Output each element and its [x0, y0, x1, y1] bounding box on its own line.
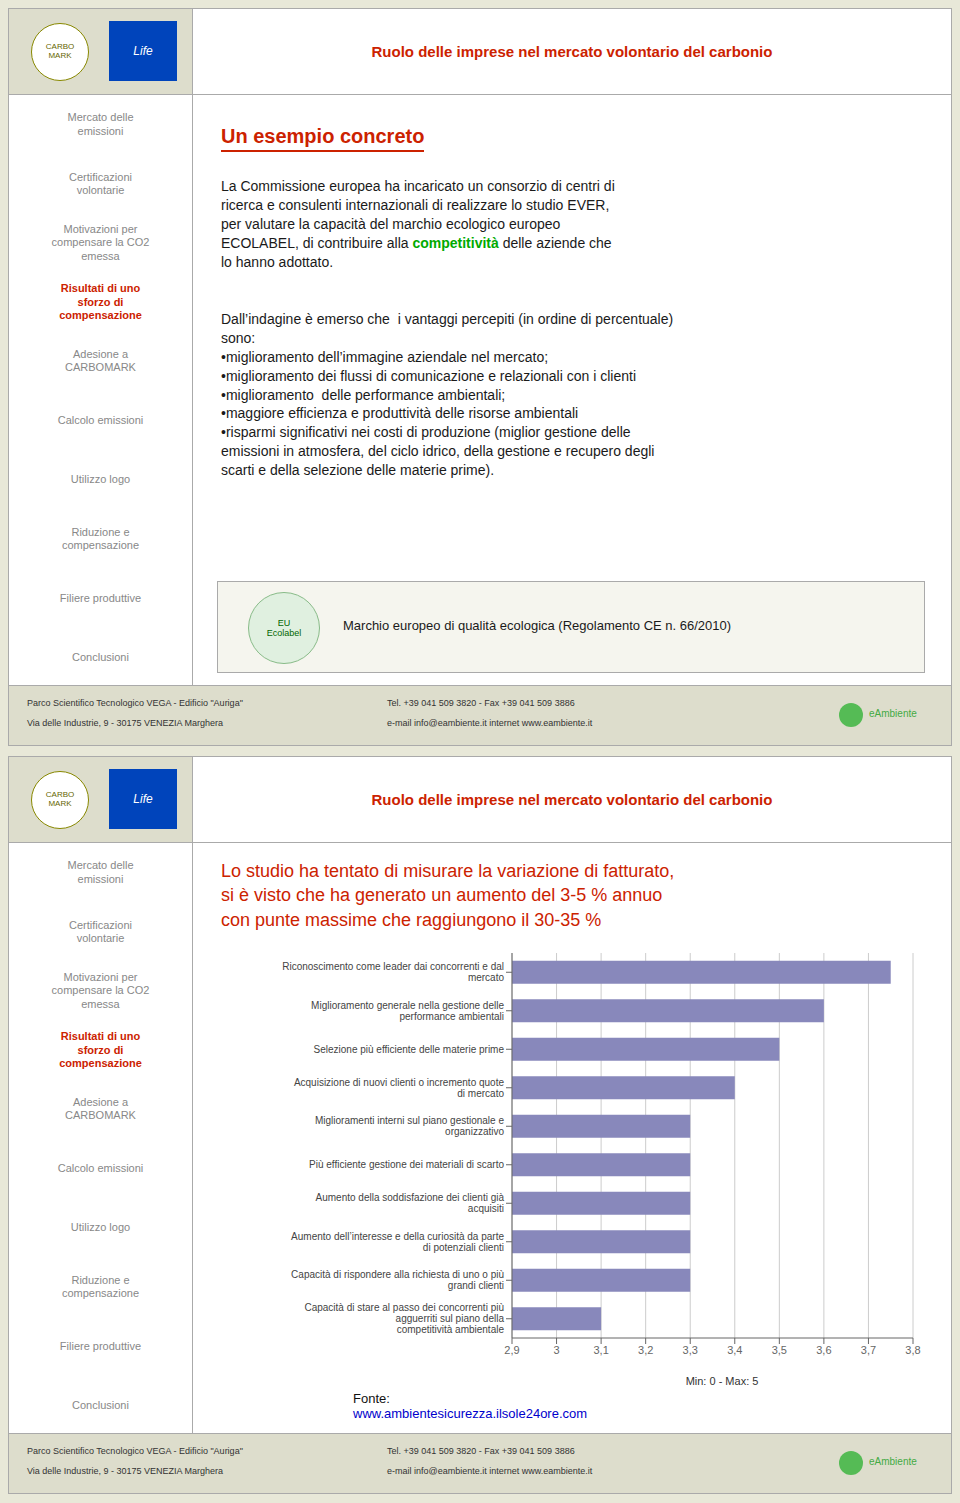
html-text:La Commissione europea ha inca: La Commissione europea ha incaricato un … [221, 178, 615, 251]
svg-text:Aumento della soddisfazione de: Aumento della soddisfazione dei clienti … [316, 1192, 505, 1214]
html-text:Fonte:: Fonte: [353, 1391, 390, 1406]
html-text:Life: Life [133, 792, 153, 806]
svg-text:3,7: 3,7 [861, 1344, 876, 1356]
html-text:Parco Scientifico Tecnologico: Parco Scientifico Tecnologico VEGA - Edi… [27, 1446, 243, 1456]
html-text:Tel. +39 041 509 3820 - Fax +3: Tel. +39 041 509 3820 - Fax +39 041 509 … [387, 1446, 575, 1456]
html-text:Lo studio ha tentato di misura: Lo studio ha tentato di misurare la vari… [221, 861, 675, 930]
html-text:Parco Scientifico Tecnologico: Parco Scientifico Tecnologico VEGA - Edi… [27, 698, 243, 708]
svg-text:Selezione più efficiente delle: Selezione più efficiente delle materie p… [314, 1044, 505, 1055]
html-text:Marchio europeo di qualità eco: Marchio europeo di qualità ecologica (Re… [343, 618, 732, 633]
html-text:Via delle Industrie, 9 - 30175: Via delle Industrie, 9 - 30175 VENEZIA M… [27, 718, 223, 728]
html-text:Motivazioni per compensare la: Motivazioni per compensare la CO2 emessa [51, 971, 150, 1010]
html-text:CARBO MARK: CARBO MARK [45, 42, 75, 60]
html-text:Life: Life [133, 44, 153, 58]
html-text:Certificazioni volontarie: Certificazioni volontarie [69, 170, 132, 196]
html-text:Riduzione e compensazione: Riduzione e compensazione [62, 525, 139, 551]
html-text:e-mail info@eambiente.it inter: e-mail info@eambiente.it internet www.ea… [387, 1466, 593, 1476]
html-text:Mercato delle emissioni: Mercato delle emissioni [67, 859, 134, 885]
svg-text:Capacità di stare al passo dei: Capacità di stare al passo dei concorren… [304, 1302, 504, 1335]
html-text:lo hanno adottato.: lo hanno adottato. [221, 253, 334, 270]
html-text:Adesione a CARBOMARK: Adesione a CARBOMARK [65, 348, 136, 374]
svg-text:3,8: 3,8 [905, 1344, 920, 1356]
svg-text:Miglioramenti interni sul pian: Miglioramenti interni sul piano gestiona… [315, 1115, 504, 1137]
html-text:Tel. +39 041 509 3820 - Fax +3: Tel. +39 041 509 3820 - Fax +39 041 509 … [387, 698, 575, 708]
html-text:www.ambientesicurezza.ilsole24: www.ambientesicurezza.ilsole24ore.com [353, 1406, 588, 1421]
html-text:Motivazioni per compensare la: Motivazioni per compensare la CO2 emessa [51, 223, 150, 262]
html-text:Riduzione e compensazione: Riduzione e compensazione [62, 1273, 139, 1299]
html-text:Conclusioni: Conclusioni [72, 1398, 129, 1411]
svg-text:2,9: 2,9 [504, 1344, 519, 1356]
html-text:Ruolo delle imprese nel mercat: Ruolo delle imprese nel mercato volontar… [371, 43, 773, 60]
html-text:Certificazioni volontarie: Certificazioni volontarie [69, 918, 132, 944]
html-text:Calcolo emissioni: Calcolo emissioni [57, 1161, 144, 1174]
svg-text:Miglioramento generale nella g: Miglioramento generale nella gestione de… [311, 1000, 504, 1022]
html-text:Dall’indagine è emerso che i v: Dall’indagine è emerso che i vantaggi pe… [221, 311, 674, 479]
html-text:CARBO MARK: CARBO MARK [45, 790, 75, 808]
html-text:Adesione a CARBOMARK: Adesione a CARBOMARK [65, 1096, 136, 1122]
svg-text:Più efficiente gestione dei ma: Più efficiente gestione dei materiali di… [309, 1159, 504, 1170]
html-text:Calcolo emissioni: Calcolo emissioni [57, 413, 144, 426]
html-text:eAmbiente: eAmbiente [869, 1456, 917, 1467]
html-text:EU Ecolabel: EU Ecolabel [266, 618, 302, 638]
html-text:Utilizzo logo: Utilizzo logo [70, 1221, 131, 1234]
html-text:Conclusioni: Conclusioni [72, 650, 129, 663]
html-text:eAmbiente: eAmbiente [869, 708, 917, 719]
svg-text:3,4: 3,4 [727, 1344, 742, 1356]
svg-text:3,1: 3,1 [593, 1344, 608, 1356]
svg-text:3,6: 3,6 [816, 1344, 831, 1356]
svg-text:Aumento dell’interesse e della: Aumento dell’interesse e della curiosità… [291, 1231, 504, 1253]
html-text:Filiere produttive: Filiere produttive [59, 1339, 142, 1352]
svg-text:Riconoscimento come leader dai: Riconoscimento come leader dai concorren… [282, 961, 504, 983]
html-text:Min: 0 - Max: 5: Min: 0 - Max: 5 [685, 1375, 759, 1387]
html-text:Filiere produttive: Filiere produttive [59, 591, 142, 604]
svg-text:3: 3 [553, 1344, 559, 1356]
html-text:Risultati di uno sforzo di com: Risultati di uno sforzo di compensazione [59, 282, 142, 321]
html-text:Utilizzo logo: Utilizzo logo [70, 473, 131, 486]
html-text:Un esempio concreto: Un esempio concreto [221, 125, 425, 147]
html-text:Ruolo delle imprese nel mercat: Ruolo delle imprese nel mercato volontar… [371, 791, 773, 808]
svg-text:3,2: 3,2 [638, 1344, 653, 1356]
svg-text:Capacità di rispondere alla ri: Capacità di rispondere alla richiesta di… [291, 1269, 504, 1291]
html-text:Via delle Industrie, 9 - 30175: Via delle Industrie, 9 - 30175 VENEZIA M… [27, 1466, 223, 1476]
html-text:Mercato delle emissioni: Mercato delle emissioni [67, 111, 134, 137]
svg-text:3,5: 3,5 [772, 1344, 787, 1356]
svg-text:3,3: 3,3 [683, 1344, 698, 1356]
svg-text:Acquisizione di nuovi clienti: Acquisizione di nuovi clienti o incremen… [294, 1077, 505, 1099]
html-text:Risultati di uno sforzo di com: Risultati di uno sforzo di compensazione [59, 1030, 142, 1069]
html-text:e-mail info@eambiente.it inter: e-mail info@eambiente.it internet www.ea… [387, 718, 593, 728]
